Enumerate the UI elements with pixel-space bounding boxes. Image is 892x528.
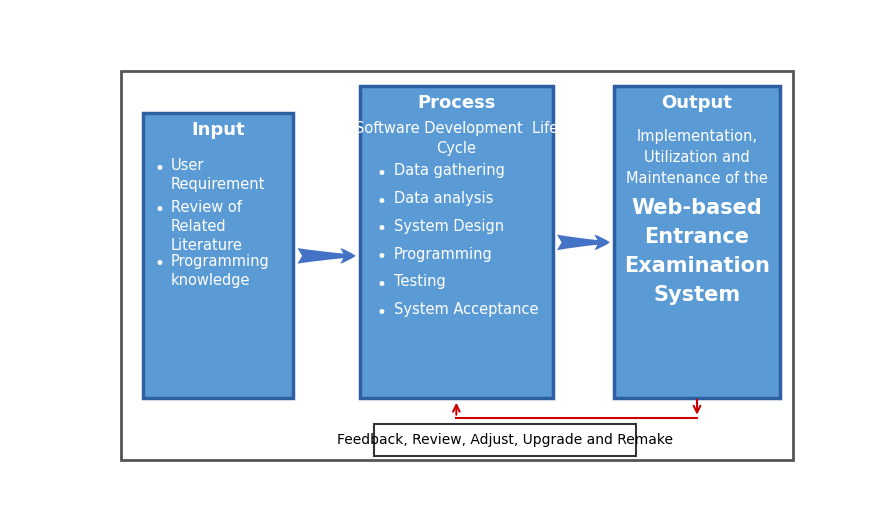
Text: Data gathering: Data gathering [394, 164, 505, 178]
Text: •: • [376, 248, 386, 266]
FancyBboxPatch shape [143, 114, 293, 398]
Text: User
Requirement: User Requirement [170, 158, 265, 192]
Text: Process: Process [417, 95, 496, 112]
Text: •: • [376, 304, 386, 322]
Text: Software Development  Life
Cycle: Software Development Life Cycle [355, 121, 558, 156]
Text: Web-based
Entrance
Examination
System: Web-based Entrance Examination System [624, 198, 770, 305]
Text: •: • [376, 221, 386, 239]
FancyBboxPatch shape [374, 423, 636, 456]
Text: •: • [376, 165, 386, 183]
Text: •: • [376, 276, 386, 294]
Text: Feedback, Review, Adjust, Upgrade and Remake: Feedback, Review, Adjust, Upgrade and Re… [337, 433, 673, 447]
Text: Review of
Related
Literature: Review of Related Literature [170, 200, 243, 253]
Text: System Design: System Design [394, 219, 504, 234]
Text: •: • [155, 159, 165, 177]
Text: Input: Input [191, 121, 245, 139]
Text: Output: Output [662, 95, 732, 112]
Text: Programming
knowledge: Programming knowledge [170, 253, 269, 288]
FancyBboxPatch shape [360, 87, 553, 398]
Text: Programming: Programming [394, 247, 492, 261]
Text: System Acceptance: System Acceptance [394, 302, 539, 317]
Text: •: • [376, 193, 386, 211]
Text: •: • [155, 255, 165, 273]
Text: Testing: Testing [394, 275, 446, 289]
FancyBboxPatch shape [121, 71, 793, 460]
Text: Implementation,
Utilization and
Maintenance of the: Implementation, Utilization and Maintena… [626, 129, 768, 186]
Text: •: • [155, 201, 165, 219]
Text: Data analysis: Data analysis [394, 191, 493, 206]
FancyBboxPatch shape [615, 87, 780, 398]
